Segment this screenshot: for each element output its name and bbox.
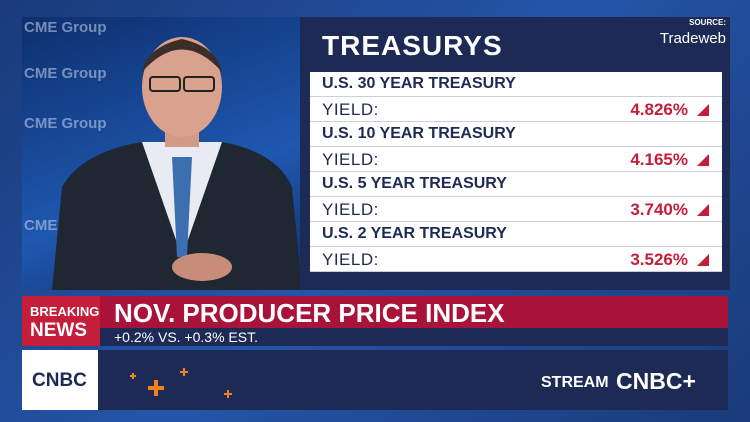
- subheadline-bar: [100, 328, 728, 346]
- yield-label: YIELD:: [322, 200, 379, 219]
- source-label: SOURCE:: [689, 18, 726, 27]
- arrow: [697, 104, 709, 116]
- subheadline: +0.2% VS. +0.3% EST.: [114, 329, 258, 345]
- tag-bottom: NEWS: [30, 320, 87, 341]
- footer-bar: [22, 350, 728, 410]
- arrow: [697, 254, 709, 266]
- treasury-name: U.S. 10 YEAR TREASURY: [322, 125, 516, 142]
- treasury-name: U.S. 5 YEAR TREASURY: [322, 175, 507, 192]
- yield-value: 3.526%: [630, 250, 688, 269]
- row-yield: YIELD: 4.165%: [310, 147, 722, 172]
- stream: STREAM: [541, 374, 609, 391]
- anchor: [52, 37, 302, 290]
- row-name: U.S. 10 YEAR TREASURY: [310, 122, 722, 147]
- source-name: Tradeweb: [659, 30, 726, 47]
- tag-top: BREAKING: [30, 304, 100, 319]
- up-arrow: [697, 104, 709, 116]
- row-yield: YIELD: 4.826%: [310, 97, 722, 122]
- row-name: U.S. 5 YEAR TREASURY: [310, 172, 722, 197]
- logo-box: [22, 350, 98, 410]
- row-yield: YIELD: 3.740%: [310, 197, 722, 222]
- row-name: U.S. 2 YEAR TREASURY: [310, 222, 722, 247]
- yield-value: 4.165%: [630, 150, 688, 169]
- yield-label: YIELD:: [322, 150, 379, 169]
- row-yield: YIELD: 3.526%: [310, 247, 722, 272]
- wall-text: CME Group: [24, 19, 107, 36]
- decor: [130, 368, 232, 398]
- wall-text: CME Group: [24, 65, 107, 82]
- stream-brand: CNBC+: [616, 368, 696, 394]
- yield-value: 3.740%: [630, 200, 688, 219]
- up-arrow: [697, 254, 709, 266]
- up-arrow: [697, 204, 709, 216]
- treasury-name: U.S. 2 YEAR TREASURY: [322, 225, 507, 242]
- wall-text: CME Group: [24, 115, 107, 132]
- up-arrow: [697, 154, 709, 166]
- logo: CNBC: [32, 370, 87, 391]
- yield-label: YIELD:: [322, 250, 379, 269]
- panel-title: TREASURYS: [322, 30, 503, 61]
- treasury-name: U.S. 30 YEAR TREASURY: [322, 75, 516, 92]
- yield-label: YIELD:: [322, 100, 379, 119]
- video: CME Group CME Group CME Group CME Group: [22, 17, 312, 290]
- breaking-tag: [22, 296, 100, 346]
- arrow: [697, 154, 709, 166]
- arrow: [697, 204, 709, 216]
- headline: NOV. PRODUCER PRICE INDEX: [114, 298, 505, 328]
- row-name: U.S. 30 YEAR TREASURY: [310, 72, 722, 97]
- yield-value: 4.826%: [630, 100, 688, 119]
- headline-bar: [100, 296, 728, 328]
